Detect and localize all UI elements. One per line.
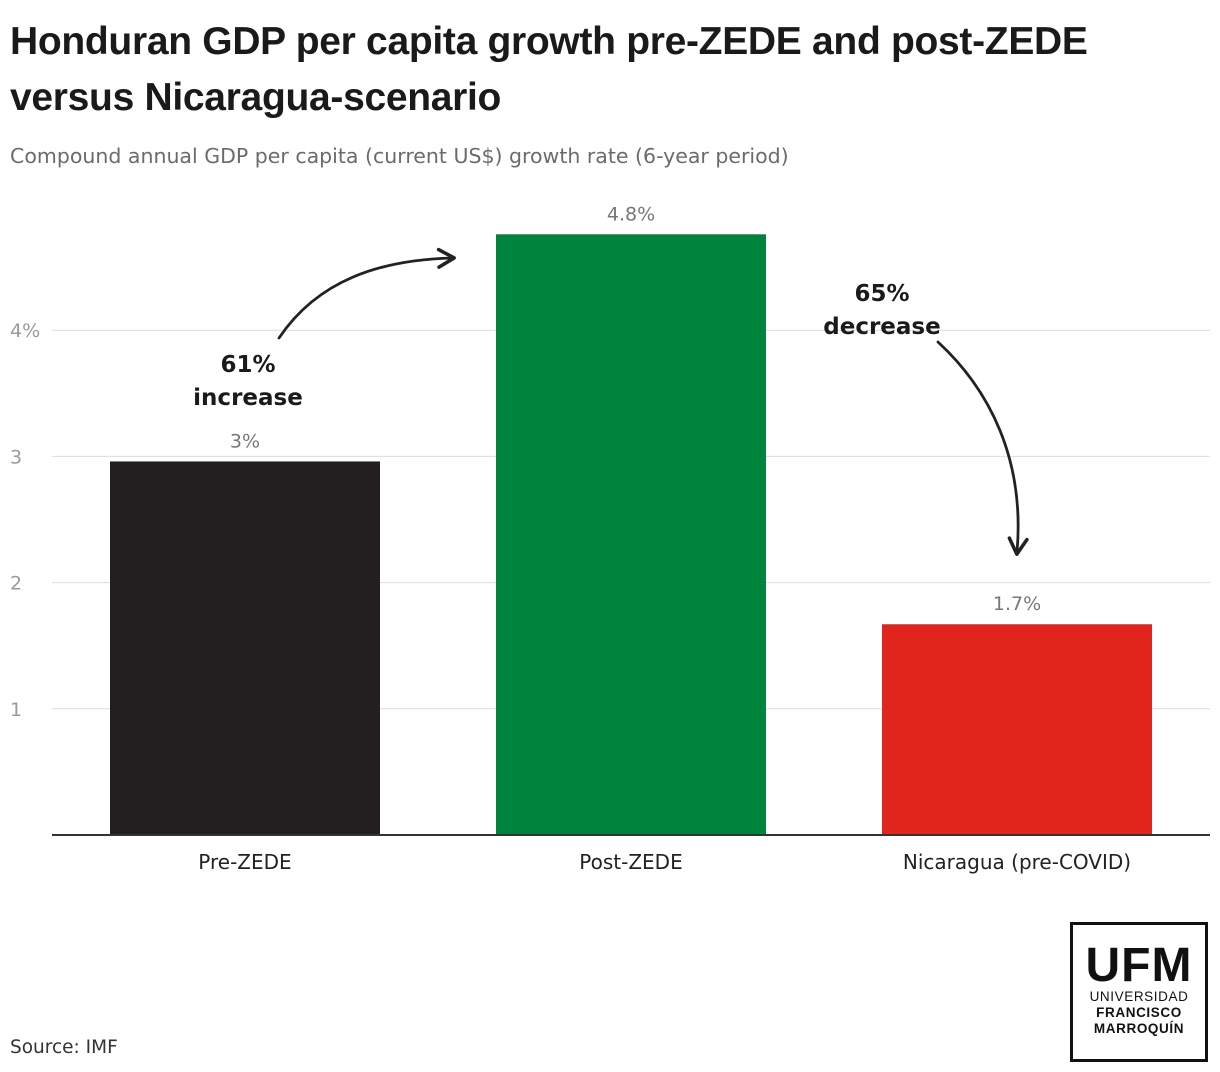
logo-abbr: UFM (1085, 939, 1193, 992)
chart-title: Honduran GDP per capita growth pre-ZEDE … (10, 20, 1088, 119)
annotations: 61% increase 65% decrease (193, 247, 1029, 556)
chart-subtitle: Compound annual GDP per capita (current … (10, 144, 789, 168)
logo-line-1: UNIVERSIDAD (1089, 989, 1189, 1004)
bar-value-label: 1.7% (993, 593, 1041, 615)
y-tick-label: 4% (10, 320, 40, 342)
annotation-decrease-label: decrease (823, 314, 940, 340)
logo-line-2: FRANCISCO (1096, 1005, 1182, 1020)
logo-line-3: MARROQUÍN (1093, 1021, 1185, 1036)
annotation-increase-label: increase (193, 385, 303, 411)
x-tick-label: Nicaragua (pre-COVID) (903, 850, 1131, 874)
annotation-decrease-arrow (936, 340, 1029, 556)
bar-value-label: 3% (230, 430, 260, 452)
y-tick-label: 1 (10, 699, 22, 721)
y-tick-label: 3 (10, 446, 22, 468)
annotation-decrease-value: 65% (854, 281, 909, 307)
axes: 1 2 3 4% Pre-ZEDE Post-ZEDE Nicaragua (pre-COV… (10, 320, 1210, 874)
y-tick-label: 2 (10, 573, 22, 595)
annotation-increase-value: 61% (220, 352, 275, 378)
annotation-increase-arrow (277, 247, 456, 340)
x-tick-label: Pre-ZEDE (198, 850, 291, 874)
bar (496, 234, 766, 836)
bar-value-label: 4.8% (607, 203, 655, 225)
x-tick-label: Post-ZEDE (579, 850, 682, 874)
bar (110, 461, 380, 835)
bars: 3% 4.8% 1.7% (110, 203, 1152, 836)
bar (882, 624, 1152, 835)
bar-chart: 3% 4.8% 1.7% 1 2 3 4% Pre-ZEDE Post-ZEDE Nicarag… (10, 203, 1210, 874)
ufm-logo: UFM UNIVERSIDAD FRANCISCO MARROQUÍN (1070, 922, 1208, 1062)
source-note: Source: IMF (10, 1037, 118, 1058)
